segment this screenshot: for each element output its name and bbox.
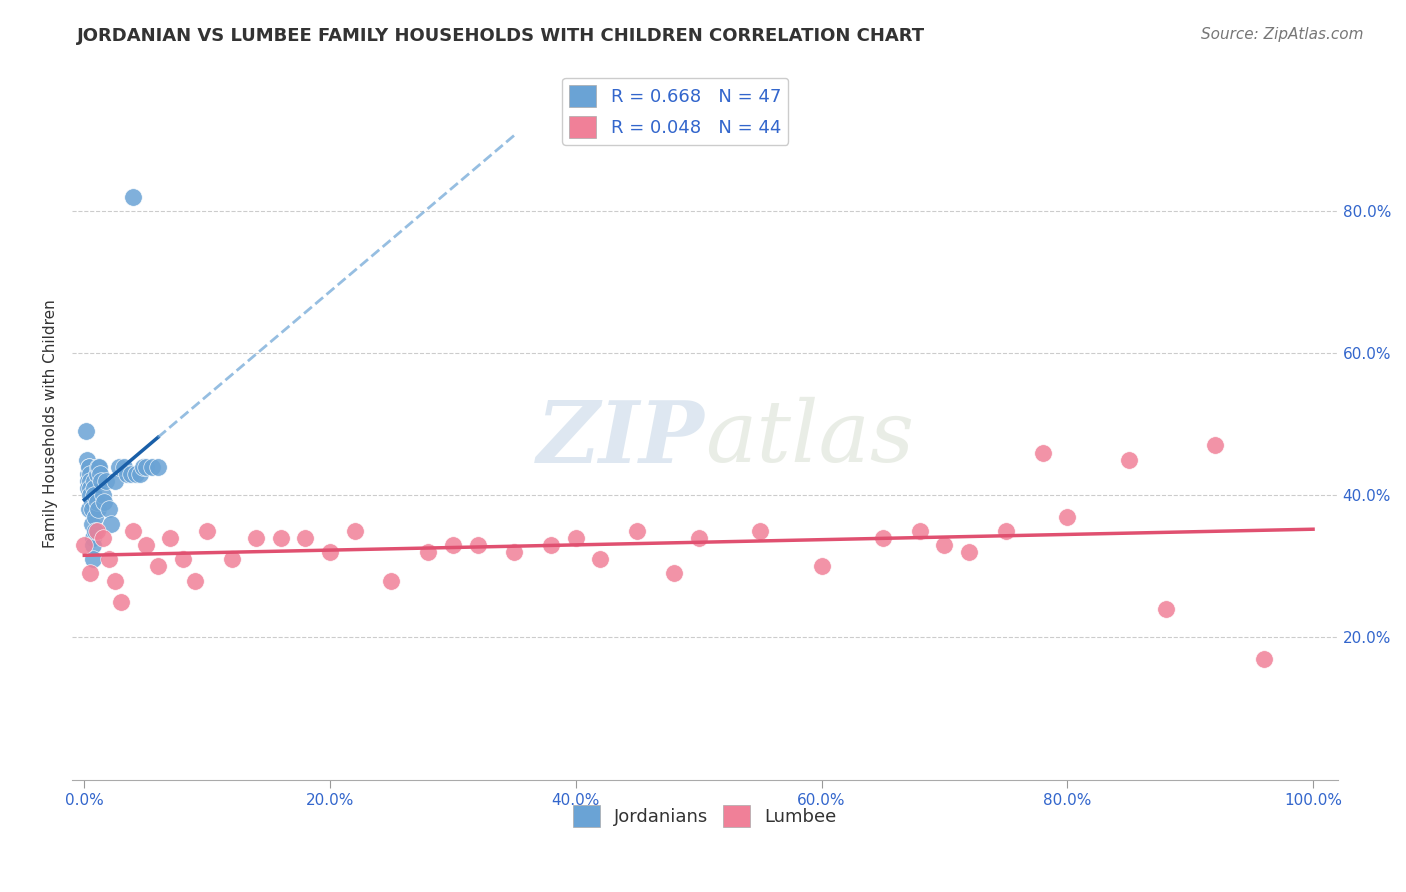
- Point: [84, 509, 107, 524]
- Point: [79, 566, 101, 581]
- Point: [245, 531, 267, 545]
- Point: [73, 538, 96, 552]
- Point: [93, 495, 115, 509]
- Point: [86, 467, 108, 481]
- Point: [749, 524, 772, 538]
- Point: [1056, 509, 1078, 524]
- Point: [117, 467, 139, 481]
- Point: [82, 538, 104, 552]
- Point: [132, 459, 155, 474]
- Point: [77, 459, 100, 474]
- Point: [125, 467, 148, 481]
- Point: [75, 424, 97, 438]
- Point: [76, 452, 98, 467]
- Point: [77, 467, 100, 481]
- Point: [141, 459, 163, 474]
- Point: [77, 474, 100, 488]
- Point: [79, 467, 101, 481]
- Point: [107, 459, 129, 474]
- Point: [589, 552, 612, 566]
- Point: [77, 459, 100, 474]
- Text: atlas: atlas: [704, 397, 914, 480]
- Point: [319, 545, 342, 559]
- Point: [79, 488, 101, 502]
- Point: [87, 459, 110, 474]
- Point: [441, 538, 464, 552]
- Point: [77, 481, 100, 495]
- Point: [688, 531, 710, 545]
- Point: [80, 502, 103, 516]
- Point: [146, 459, 169, 474]
- Point: [87, 502, 110, 516]
- Point: [294, 531, 316, 545]
- Point: [135, 538, 157, 552]
- Point: [957, 545, 980, 559]
- Point: [122, 524, 145, 538]
- Point: [503, 545, 526, 559]
- Point: [626, 524, 648, 538]
- Point: [90, 474, 112, 488]
- Point: [83, 488, 105, 502]
- Point: [872, 531, 894, 545]
- Point: [1118, 452, 1140, 467]
- Point: [159, 531, 181, 545]
- Point: [87, 459, 110, 474]
- Point: [91, 488, 114, 502]
- Point: [91, 531, 114, 545]
- Point: [1204, 438, 1226, 452]
- Point: [89, 467, 111, 481]
- Point: [221, 552, 243, 566]
- Point: [97, 502, 120, 516]
- Text: ZIP: ZIP: [537, 397, 704, 480]
- Point: [104, 574, 127, 588]
- Point: [86, 524, 108, 538]
- Point: [110, 595, 132, 609]
- Point: [467, 538, 489, 552]
- Point: [120, 467, 142, 481]
- Point: [82, 531, 104, 545]
- Point: [97, 552, 120, 566]
- Point: [86, 495, 108, 509]
- Text: Source: ZipAtlas.com: Source: ZipAtlas.com: [1201, 27, 1364, 42]
- Text: JORDANIAN VS LUMBEE FAMILY HOUSEHOLDS WITH CHILDREN CORRELATION CHART: JORDANIAN VS LUMBEE FAMILY HOUSEHOLDS WI…: [77, 27, 925, 45]
- Point: [662, 566, 685, 581]
- Y-axis label: Family Households with Children: Family Households with Children: [44, 300, 58, 549]
- Point: [83, 481, 105, 495]
- Point: [908, 524, 931, 538]
- Point: [1154, 602, 1177, 616]
- Point: [1032, 445, 1054, 459]
- Point: [810, 559, 832, 574]
- Point: [184, 574, 207, 588]
- Point: [540, 538, 562, 552]
- Point: [135, 459, 157, 474]
- Point: [77, 502, 100, 516]
- Point: [79, 481, 101, 495]
- Point: [128, 467, 150, 481]
- Point: [112, 459, 135, 474]
- Point: [84, 524, 107, 538]
- Point: [380, 574, 402, 588]
- Point: [122, 189, 145, 203]
- Point: [565, 531, 588, 545]
- Point: [172, 552, 194, 566]
- Point: [104, 474, 127, 488]
- Point: [146, 559, 169, 574]
- Point: [82, 552, 104, 566]
- Point: [80, 495, 103, 509]
- Point: [79, 474, 101, 488]
- Point: [343, 524, 366, 538]
- Point: [80, 516, 103, 531]
- Point: [195, 524, 218, 538]
- Point: [100, 516, 122, 531]
- Legend: Jordanians, Lumbee: Jordanians, Lumbee: [565, 798, 844, 835]
- Point: [83, 474, 105, 488]
- Point: [994, 524, 1017, 538]
- Point: [270, 531, 292, 545]
- Point: [1253, 651, 1275, 665]
- Point: [934, 538, 956, 552]
- Point: [418, 545, 440, 559]
- Point: [96, 474, 118, 488]
